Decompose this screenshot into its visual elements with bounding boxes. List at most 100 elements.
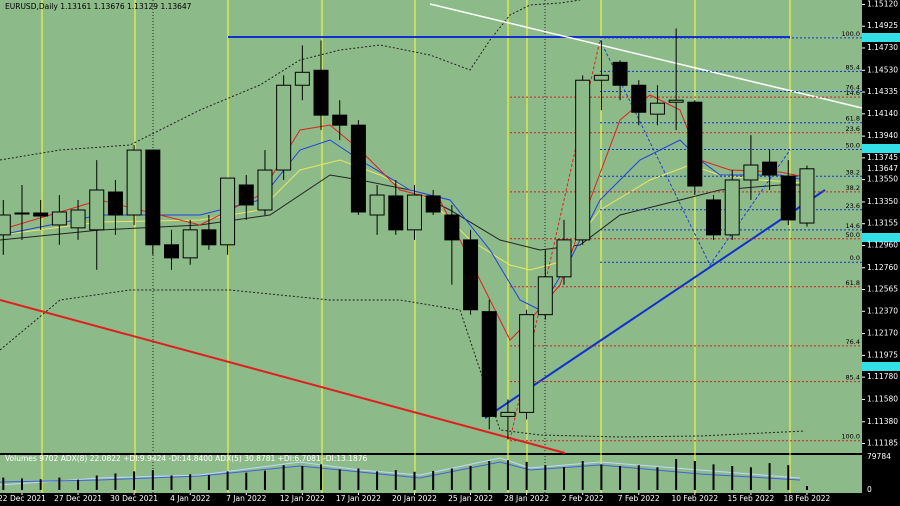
candle-body (145, 149, 161, 246)
current-price-box (862, 163, 900, 174)
candle-body (593, 74, 609, 81)
fib-label: 61.8 (846, 115, 860, 123)
candle-body (519, 314, 535, 413)
y-tick-label: 1.13745 (867, 153, 898, 162)
volume-tick-label: 79784 (867, 452, 891, 461)
candle-body (294, 71, 310, 86)
candle-body (780, 175, 796, 221)
fib-label: 85.4 (846, 374, 860, 382)
candle-body (762, 161, 778, 176)
x-tick-label: 30 Dec 2021 (110, 494, 158, 503)
candle-body (350, 124, 366, 213)
fib-label: 100.0 (841, 30, 860, 38)
candle-body (332, 114, 348, 126)
header-close: 1.13647 (160, 2, 191, 11)
x-tick-label: 15 Feb 2022 (728, 494, 775, 503)
fib-label: 0.0 (850, 254, 860, 262)
header-high: 1.13676 (94, 2, 125, 11)
candle-body (14, 212, 30, 215)
candle-body (51, 211, 67, 226)
candle-body (799, 168, 815, 224)
candle-body (201, 229, 217, 246)
y-tick-label: 1.15120 (867, 0, 898, 8)
fib-label: 38.2 (846, 168, 860, 176)
candle-body (164, 244, 180, 259)
y-tick-label: 1.12170 (867, 329, 898, 338)
price-marker (862, 144, 900, 153)
candle-body (107, 191, 123, 216)
zigzag (599, 39, 791, 266)
candle-body (649, 102, 665, 115)
volume-last: 9702 (39, 454, 58, 463)
x-tick-label: 4 Jan 2022 (170, 494, 210, 503)
candle-body (126, 149, 142, 216)
y-tick-label: 1.14335 (867, 87, 898, 96)
y-tick-label: 1.13155 (867, 219, 898, 228)
trend-line-white (429, 3, 863, 109)
fib-label: 23.6 (846, 125, 860, 133)
candle-body (612, 61, 628, 86)
price-marker (862, 233, 900, 242)
volume-title: Volumes (5, 454, 37, 463)
candle-body (257, 169, 273, 211)
x-tick-label: 20 Jan 2022 (392, 494, 437, 503)
fib-label: 76.4 (846, 83, 860, 91)
y-tick-label: 1.12370 (867, 306, 898, 315)
symbol: EURUSD,Daily (5, 2, 58, 11)
x-tick-label: 18 Feb 2022 (784, 494, 831, 503)
adx-header: ADX(8) 22.0822 +DI:9.9424 -DI:14.8400 AD… (61, 454, 368, 463)
x-tick-label: 25 Jan 2022 (448, 494, 493, 503)
y-tick-label: 1.12760 (867, 263, 898, 272)
y-tick-label: 1.13350 (867, 197, 898, 206)
y-tick-label: 1.14925 (867, 21, 898, 30)
fib-label: 14.6 (846, 89, 860, 97)
y-tick-label: 1.11975 (867, 350, 898, 359)
candle-body (668, 99, 684, 103)
trend-line-blue (484, 189, 826, 419)
x-tick-label: 2 Feb 2022 (562, 494, 604, 503)
fib-label: 50.0 (846, 142, 860, 150)
y-tick-label: 1.12565 (867, 285, 898, 294)
candle-body (313, 69, 329, 116)
candle-body (33, 212, 49, 217)
adx-line (0, 457, 801, 486)
di-line (0, 461, 801, 483)
x-tick-label: 28 Jan 2022 (504, 494, 549, 503)
x-tick-label: 10 Feb 2022 (671, 494, 718, 503)
fib-label: 100.0 (841, 433, 860, 441)
volume-tick-label: 0 (867, 485, 872, 494)
fib-label: 50.0 (846, 231, 860, 239)
candle-body (0, 214, 11, 236)
candle-body (500, 411, 516, 417)
price-marker (862, 362, 900, 371)
candle-body (724, 179, 740, 236)
volume-pane (0, 455, 862, 493)
y-tick-label: 1.11380 (867, 417, 898, 426)
candle-body (575, 79, 591, 241)
fib-label: 23.6 (846, 202, 860, 210)
candle-body (369, 194, 385, 216)
header: EURUSD,Daily 1.13161 1.13676 1.13129 1.1… (5, 2, 192, 11)
volume-header: Volumes 9702 ADX(8) 22.0822 +DI:9.9424 -… (5, 454, 368, 463)
fib-label: 38.2 (846, 184, 860, 192)
candle-body (556, 239, 572, 278)
header-open: 1.13161 (60, 2, 91, 11)
candle-body (743, 164, 759, 181)
y-tick-label: 1.13940 (867, 131, 898, 140)
candle-body (182, 229, 198, 259)
y-tick-label: 1.11780 (867, 372, 898, 381)
trend-line-red (0, 299, 566, 454)
candle-body (537, 276, 553, 316)
candle-body (444, 214, 460, 241)
fib-label: 76.4 (846, 338, 860, 346)
x-tick-label: 22 Dec 2021 (0, 494, 46, 503)
y-tick-label: 1.14140 (867, 109, 898, 118)
bollinger-upper (0, 0, 581, 161)
candle-body (276, 84, 292, 171)
fib-label: 85.4 (846, 63, 860, 71)
y-tick-label: 1.14730 (867, 43, 898, 52)
y-tick-label: 1.11580 (867, 394, 898, 403)
x-tick-label: 7 Jan 2022 (226, 494, 266, 503)
fib-label: 14.6 (846, 222, 860, 230)
